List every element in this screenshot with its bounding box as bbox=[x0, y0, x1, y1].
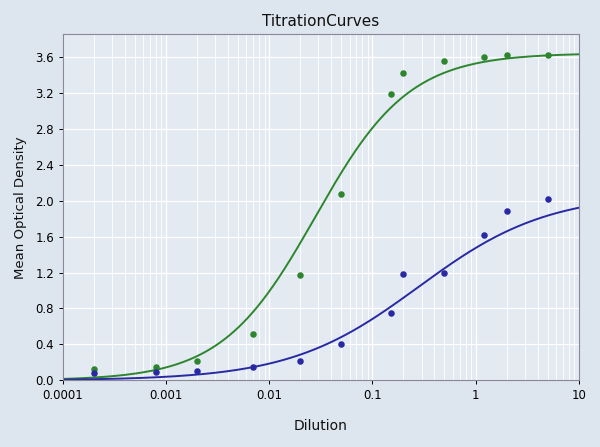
Point bbox=[337, 191, 346, 198]
Point bbox=[89, 370, 99, 377]
Point bbox=[502, 51, 511, 59]
Point bbox=[398, 69, 408, 76]
Y-axis label: Mean Optical Density: Mean Optical Density bbox=[14, 136, 27, 278]
Point bbox=[502, 208, 511, 215]
Point bbox=[193, 357, 202, 364]
Point bbox=[543, 195, 553, 202]
Title: TitrationCurves: TitrationCurves bbox=[262, 14, 379, 29]
Point bbox=[543, 51, 553, 59]
Point bbox=[440, 58, 449, 65]
Point bbox=[248, 363, 258, 371]
Point bbox=[151, 363, 161, 371]
Point bbox=[89, 365, 99, 372]
Point bbox=[386, 309, 395, 316]
Point bbox=[193, 368, 202, 375]
X-axis label: Dilution: Dilution bbox=[294, 419, 348, 433]
Point bbox=[398, 271, 408, 278]
Point bbox=[337, 341, 346, 348]
Point bbox=[296, 357, 305, 364]
Point bbox=[151, 369, 161, 376]
Point bbox=[386, 90, 395, 97]
Point bbox=[440, 270, 449, 277]
Point bbox=[479, 231, 488, 238]
Point bbox=[296, 272, 305, 279]
Point bbox=[479, 53, 488, 60]
Point bbox=[248, 330, 258, 337]
